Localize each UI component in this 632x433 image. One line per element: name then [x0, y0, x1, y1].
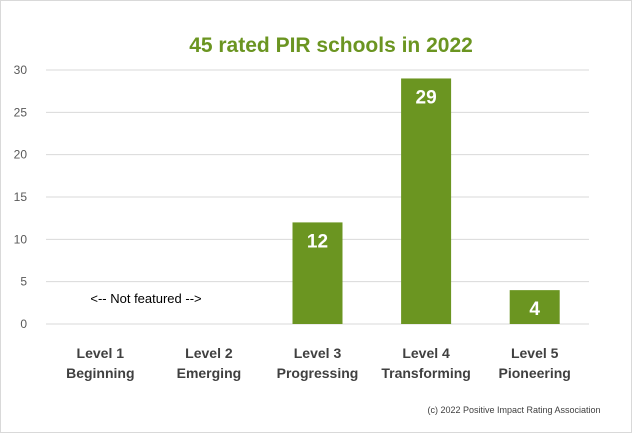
- category-label-level-5-line-2: Pioneering: [499, 365, 571, 381]
- chart-title: 45 rated PIR schools in 2022: [189, 34, 473, 57]
- category-label-level-1-line-1: Level 1: [77, 345, 125, 361]
- category-label-level-1-line-2: Beginning: [66, 365, 134, 381]
- category-label-level-3-line-2: Progressing: [277, 365, 359, 381]
- category-label-level-2-line-2: Emerging: [177, 365, 242, 381]
- credit-text: (c) 2022 Positive Impact Rating Associat…: [427, 405, 600, 415]
- bar-level-4: [401, 78, 452, 324]
- y-tick-label-10: 10: [14, 232, 28, 246]
- y-tick-label-20: 20: [14, 148, 28, 162]
- category-label-level-4-line-1: Level 4: [402, 345, 450, 361]
- y-axis-ticks: 0 5 10 15 20 25 30: [14, 63, 28, 331]
- category-label-level-4-line-2: Transforming: [381, 365, 470, 381]
- y-tick-label-25: 25: [14, 105, 28, 119]
- data-label-level-3: 12: [307, 231, 328, 252]
- y-tick-label-30: 30: [14, 63, 28, 77]
- category-label-level-2-line-1: Level 2: [185, 345, 233, 361]
- bar-level-3: [292, 222, 343, 324]
- category-label-level-3-line-1: Level 3: [294, 345, 342, 361]
- bars: [292, 78, 560, 324]
- data-labels: 12 29 4: [307, 87, 540, 320]
- bar-level-5: [509, 290, 560, 324]
- category-label-level-5-line-1: Level 5: [511, 345, 559, 361]
- data-label-level-5: 4: [529, 299, 540, 320]
- y-tick-label-5: 5: [20, 275, 27, 289]
- data-label-level-4: 29: [416, 87, 437, 108]
- y-tick-label-15: 15: [14, 190, 28, 204]
- x-axis-categories: Level 1 Beginning Level 2 Emerging Level 3 Pr…: [66, 345, 571, 381]
- not-featured-annotation: <-- Not featured -->: [90, 291, 201, 306]
- y-tick-label-0: 0: [20, 317, 27, 331]
